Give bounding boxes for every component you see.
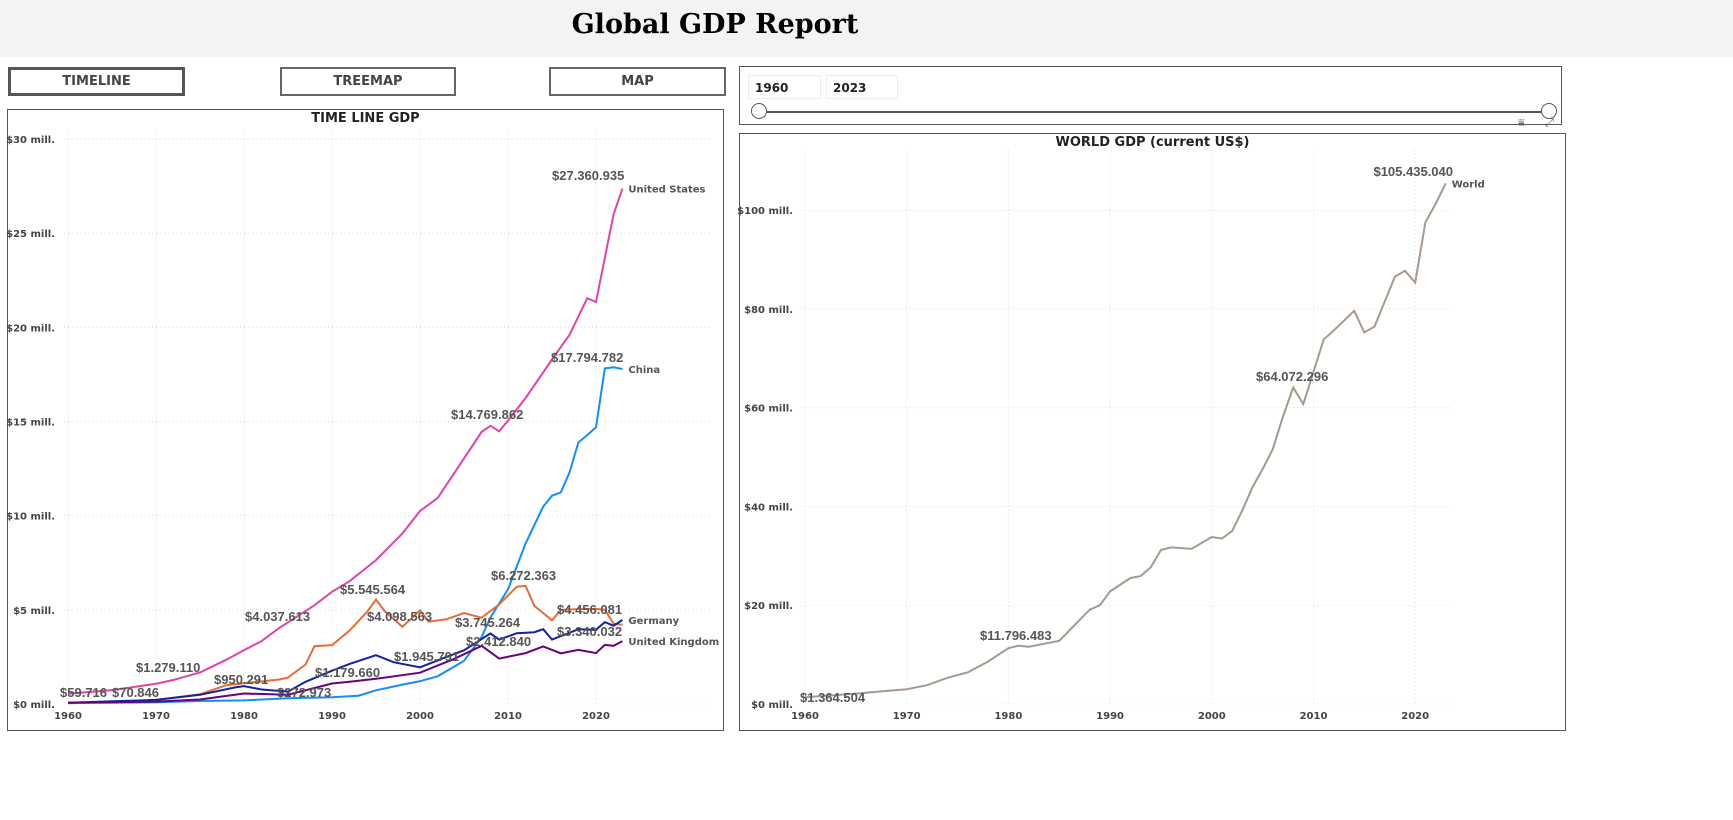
series-line-united-states — [67, 188, 624, 695]
slider-start-handle[interactable] — [751, 103, 767, 119]
x-tick-label: 2020 — [1401, 711, 1429, 722]
series-line-china — [67, 366, 623, 704]
treemap-button[interactable]: TREEMAP — [280, 67, 456, 96]
x-tick-label: 1980 — [994, 711, 1022, 722]
y-tick-label: $60 mill. — [744, 404, 793, 415]
y-tick-label: $30 mill. — [6, 135, 55, 146]
data-label: $1.945.791 — [394, 649, 459, 664]
data-label: $3.745.264 — [455, 615, 521, 630]
data-label: $59.716 — [60, 685, 107, 700]
series-line-germany — [67, 619, 623, 704]
data-label: $4.098.563 — [367, 609, 432, 624]
y-tick-label: $25 mill. — [6, 229, 55, 240]
data-label: $1.279.110 — [136, 660, 200, 675]
data-label: $5.545.564 — [340, 582, 406, 597]
y-tick-label: $0 mill. — [13, 700, 55, 711]
x-tick-label: 1960 — [791, 711, 819, 722]
y-tick-label: $10 mill. — [6, 512, 55, 523]
data-label: $4.037.613 — [245, 609, 310, 624]
y-tick-label: $5 mill. — [13, 606, 55, 617]
data-label: $272.973 — [277, 685, 331, 700]
data-label: $950.291 — [214, 672, 268, 687]
x-tick-label: 2010 — [1300, 711, 1328, 722]
page-title: Global GDP Report — [571, 9, 859, 40]
x-tick-label: 2000 — [406, 711, 434, 722]
series-line-unnamed — [67, 584, 623, 705]
data-label: $4.456.081 — [557, 602, 622, 617]
world-gdp-panel: WORLD GDP (current US$) — [739, 133, 1566, 731]
data-label: $14.769.862 — [451, 407, 523, 422]
data-label: $6.272.363 — [491, 568, 556, 583]
x-tick-label: 2020 — [582, 711, 610, 722]
data-label: $11.796.483 — [980, 628, 1052, 643]
expand-icon[interactable]: ⤢ — [1545, 116, 1554, 129]
data-label: $2.412.840 — [466, 634, 531, 649]
data-label: $105.435.040 — [1373, 164, 1453, 179]
y-tick-label: $40 mill. — [744, 502, 793, 513]
y-tick-label: $15 mill. — [6, 418, 55, 429]
x-tick-label: 1990 — [318, 711, 346, 722]
report-header: Global GDP Report — [0, 0, 1733, 57]
data-label: $27.360.935 — [552, 168, 624, 183]
series-line-united-kingdom — [67, 640, 623, 704]
series-end-label: China — [628, 365, 660, 376]
data-label: $1.364.504 — [800, 690, 866, 705]
x-tick-label: 2010 — [494, 711, 522, 722]
y-tick-label: $20 mill. — [744, 601, 793, 612]
filter-icon[interactable]: ⩸ — [1518, 116, 1525, 129]
timeline-button[interactable]: TIMELINE — [8, 67, 185, 96]
end-year-input[interactable]: 2023 — [826, 75, 898, 99]
chart-title: WORLD GDP (current US$) — [1055, 135, 1250, 150]
series-line-world — [804, 182, 1447, 699]
x-tick-label: 1960 — [54, 711, 82, 722]
slider-track[interactable] — [758, 111, 1548, 113]
start-year-input[interactable]: 1960 — [748, 75, 821, 99]
series-end-label: United Kingdom — [628, 637, 719, 648]
y-tick-label: $20 mill. — [6, 323, 55, 334]
x-tick-label: 1970 — [893, 711, 921, 722]
data-label: $3.340.032 — [557, 624, 622, 639]
x-tick-label: 2000 — [1198, 711, 1226, 722]
y-tick-label: $100 mill. — [737, 206, 793, 217]
data-label: $1.179.660 — [315, 665, 380, 680]
x-tick-label: 1970 — [142, 711, 170, 722]
data-label: $70.846 — [112, 685, 159, 700]
series-end-label: World — [1452, 179, 1485, 190]
data-label: $64.072.296 — [1256, 369, 1328, 384]
slider-end-handle[interactable] — [1541, 103, 1557, 119]
series-end-label: United States — [628, 185, 705, 196]
x-tick-label: 1980 — [230, 711, 258, 722]
timeline-gdp-panel: TIME LINE GDP — [7, 109, 724, 731]
year-range-slicer: 1960 2023 — [739, 66, 1562, 125]
map-button[interactable]: MAP — [549, 67, 726, 96]
data-label: $17.794.782 — [551, 350, 623, 365]
series-end-label: Germany — [628, 616, 679, 627]
x-tick-label: 1990 — [1096, 711, 1124, 722]
y-tick-label: $0 mill. — [751, 700, 793, 711]
y-tick-label: $80 mill. — [744, 305, 793, 316]
chart-title: TIME LINE GDP — [311, 111, 420, 126]
